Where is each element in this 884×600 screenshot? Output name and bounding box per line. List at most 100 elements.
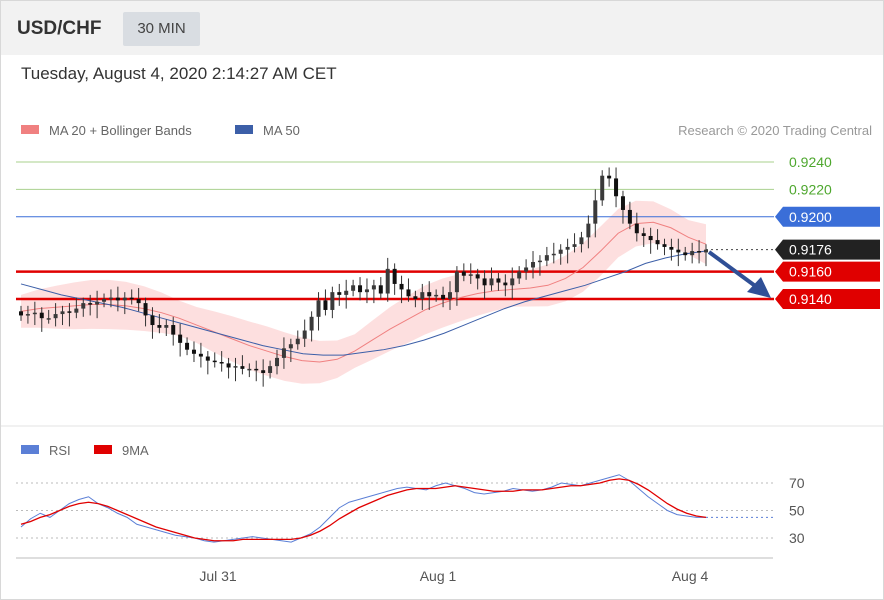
candle	[704, 244, 708, 267]
rsi-panel: 30 50 70	[16, 474, 805, 546]
x-tick-label: Aug 1	[420, 568, 457, 584]
candle	[53, 303, 58, 327]
rsi-tick-label: 50	[789, 503, 805, 519]
rsi-ma-legend-swatch	[94, 445, 112, 454]
arrow-shaft	[707, 250, 760, 290]
candle	[482, 270, 487, 299]
candle	[337, 283, 342, 306]
candle	[88, 294, 93, 316]
candle	[95, 290, 100, 319]
candle	[697, 240, 702, 264]
credit-text: Research © 2020 Trading Central	[678, 123, 872, 138]
ma20-line	[20, 221, 707, 363]
candle	[524, 259, 529, 280]
candle	[351, 279, 356, 297]
level-label: 0.9160	[789, 264, 832, 280]
rsi-legend-label: RSI	[49, 443, 71, 458]
rsi-line	[20, 474, 706, 543]
candle	[198, 342, 203, 368]
header-bar: USD/CHF 30 MIN	[1, 1, 883, 55]
level-label: 0.9240	[789, 154, 832, 170]
candle	[676, 238, 681, 267]
candle	[275, 349, 280, 375]
candle	[503, 274, 508, 297]
candle	[551, 242, 556, 264]
candle	[164, 319, 169, 336]
level-label-box	[775, 261, 880, 282]
candle	[178, 323, 183, 357]
candle	[441, 286, 446, 308]
candle	[669, 238, 674, 261]
x-tick-label: Jul 31	[199, 568, 237, 584]
candle	[60, 305, 65, 326]
candle	[25, 305, 30, 324]
candle	[261, 359, 266, 387]
candle	[344, 279, 349, 309]
candle	[226, 357, 231, 379]
candle	[108, 289, 113, 308]
candle	[143, 297, 148, 327]
level-label: 0.9200	[789, 209, 832, 225]
ma20-legend-swatch	[21, 125, 39, 134]
price-levels: 0.9240 0.9220 0.9200 0.9176 0.9160 0.9140	[16, 154, 880, 309]
candle	[39, 307, 44, 332]
candle	[74, 297, 79, 319]
candle	[607, 167, 612, 187]
level-label-box	[775, 289, 880, 309]
ma50-legend-label: MA 50	[263, 123, 300, 138]
candle	[427, 281, 432, 310]
candle	[302, 319, 307, 347]
chart-datetime: Tuesday, August 4, 2020 2:14:27 AM CET	[21, 64, 337, 83]
level-label: 0.9140	[789, 291, 832, 307]
candle	[115, 286, 120, 312]
candle	[475, 268, 480, 290]
candle	[586, 215, 591, 249]
candle	[468, 263, 473, 284]
candle	[544, 246, 549, 267]
candle	[517, 266, 522, 284]
candle	[378, 277, 383, 299]
candle	[558, 244, 563, 265]
candle	[122, 292, 127, 315]
candle	[496, 272, 501, 291]
candle	[420, 283, 425, 310]
candle	[531, 251, 536, 279]
candle	[191, 341, 196, 363]
rsi-ma-line	[20, 478, 707, 542]
candle	[565, 238, 570, 264]
rsi-tick-label: 70	[789, 475, 805, 491]
candle	[413, 290, 418, 308]
symbol-title: USD/CHF	[17, 18, 102, 39]
arrow-head	[747, 277, 771, 298]
ma50-legend-swatch	[235, 125, 253, 134]
bollinger-band-area	[21, 200, 706, 384]
candle	[600, 170, 605, 206]
candle	[406, 278, 411, 302]
rsi-legend-swatch	[21, 445, 39, 454]
candle	[212, 352, 217, 368]
candle	[102, 293, 107, 308]
candle	[19, 305, 23, 321]
candle	[434, 289, 439, 302]
candle	[171, 316, 176, 346]
rsi-tick-label: 30	[789, 530, 805, 546]
timeframe-button[interactable]: 30 MIN	[123, 12, 200, 46]
candle	[648, 227, 653, 254]
candle	[288, 338, 293, 363]
x-tick-label: Aug 4	[672, 568, 709, 584]
candle	[447, 281, 452, 310]
candle	[219, 351, 224, 372]
candle	[358, 277, 363, 301]
candle	[46, 309, 51, 324]
moving-averages	[20, 221, 707, 363]
candle	[268, 360, 273, 379]
candle	[634, 212, 639, 242]
candle	[461, 263, 466, 282]
candle	[489, 267, 494, 291]
candle	[32, 301, 37, 326]
forecast-arrow	[707, 250, 771, 298]
candle	[281, 337, 286, 369]
candles	[19, 167, 708, 387]
candle	[627, 201, 632, 230]
